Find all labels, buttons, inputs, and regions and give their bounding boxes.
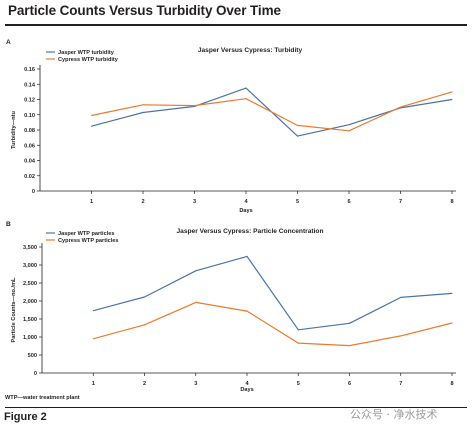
x-tick-label: 7: [399, 199, 402, 205]
top-rule: [5, 24, 467, 26]
data-point: [142, 104, 144, 106]
data-point: [144, 324, 145, 326]
series-line-jasper: [93, 255, 453, 331]
x-tick-label: 6: [348, 381, 351, 387]
data-point: [349, 322, 350, 324]
data-point: [400, 106, 401, 108]
data-point: [451, 292, 453, 294]
y-tick-label: 0: [32, 189, 35, 195]
x-tick-label: 6: [347, 199, 350, 205]
legend-entry: Jasper WTP turbidity: [58, 50, 115, 56]
legend-entry: Cypress WTP particles: [58, 238, 119, 244]
x-tick-label: 8: [450, 199, 453, 205]
data-point: [91, 125, 92, 127]
y-tick-label: 1,000: [23, 335, 37, 341]
y-tick-label: 0.10: [24, 113, 35, 119]
legend-entry: Jasper WTP particles: [58, 231, 114, 237]
data-point: [348, 130, 350, 132]
data-point: [245, 87, 247, 89]
data-point: [195, 270, 197, 272]
legend-entry: Cypress WTP turbidity: [58, 57, 119, 63]
data-point: [92, 310, 94, 312]
data-point: [297, 124, 298, 126]
data-point: [297, 342, 299, 344]
y-tick-label: 0.08: [24, 128, 35, 134]
figure-title: Particle Counts Versus Turbidity Over Ti…: [8, 3, 281, 18]
x-tick-label: 2: [143, 381, 146, 387]
x-tick-label: 2: [141, 199, 144, 205]
data-point: [400, 296, 402, 298]
x-tick-label: 5: [296, 199, 299, 205]
panel-b-chart: B Jasper Versus Cypress: Particle Concent…: [6, 221, 456, 393]
data-point: [246, 255, 248, 257]
chart-title: Jasper Versus Cypress: Turbidity: [198, 47, 303, 54]
data-point: [297, 135, 298, 137]
data-point: [297, 329, 299, 331]
y-axis-label: Particle Counts—no./mL: [11, 277, 17, 343]
x-tick-label: 8: [450, 381, 453, 387]
panel-label: B: [6, 221, 11, 228]
footnote: WTP—water treatment plant: [5, 395, 80, 401]
data-point: [451, 99, 453, 100]
y-tick-label: 500: [28, 353, 37, 359]
x-axis-label: Days: [240, 387, 253, 393]
data-point: [91, 115, 92, 116]
bottom-rule: [5, 407, 467, 408]
x-tick-label: 4: [245, 381, 249, 387]
data-point: [451, 91, 453, 93]
series-line-cypress: [91, 91, 453, 132]
y-tick-label: 2,500: [23, 281, 37, 287]
y-tick-label: 0.02: [24, 174, 35, 180]
data-point: [144, 296, 145, 298]
data-point: [348, 124, 350, 126]
y-tick-label: 2,000: [23, 299, 37, 305]
y-tick-label: 1,500: [23, 317, 37, 323]
y-tick-label: 0.14: [24, 82, 36, 88]
x-tick-label: 5: [297, 381, 300, 387]
data-point: [246, 310, 248, 312]
x-tick-label: 1: [92, 381, 95, 387]
x-tick-label: 3: [194, 381, 197, 387]
panel-a-chart: A Jasper Versus Cypress: Turbidity 0 0.02 0.…: [6, 39, 456, 214]
y-tick-label: 3,000: [23, 263, 37, 269]
y-tick-label: 0.16: [24, 67, 35, 73]
y-tick-label: 0.12: [24, 98, 35, 104]
data-point: [142, 112, 144, 113]
figure-label: Figure 2: [4, 411, 47, 423]
x-tick-label: 3: [193, 199, 196, 205]
x-tick-label: 1: [90, 199, 93, 205]
data-point: [349, 345, 350, 347]
y-tick-label: 0.04: [24, 159, 36, 165]
data-point: [451, 322, 453, 324]
y-axis-label: Turbidity—ntu: [11, 111, 17, 149]
data-point: [195, 301, 197, 303]
data-point: [245, 98, 247, 100]
y-tick-label: 0.06: [24, 143, 35, 149]
x-tick-label: 4: [244, 199, 248, 205]
x-axis-label: Days: [239, 208, 252, 214]
data-point: [194, 105, 195, 107]
x-tick-label: 7: [399, 381, 402, 387]
y-tick-label: 3,500: [23, 245, 37, 251]
y-tick-label: 0: [34, 371, 37, 377]
watermark: 公众号 · 净水技术: [350, 408, 438, 421]
data-point: [92, 338, 94, 340]
series-line-cypress: [93, 301, 453, 347]
data-point: [400, 335, 402, 337]
chart-title: Jasper Versus Cypress: Particle Concentr…: [177, 228, 324, 235]
panel-label: A: [6, 39, 11, 46]
